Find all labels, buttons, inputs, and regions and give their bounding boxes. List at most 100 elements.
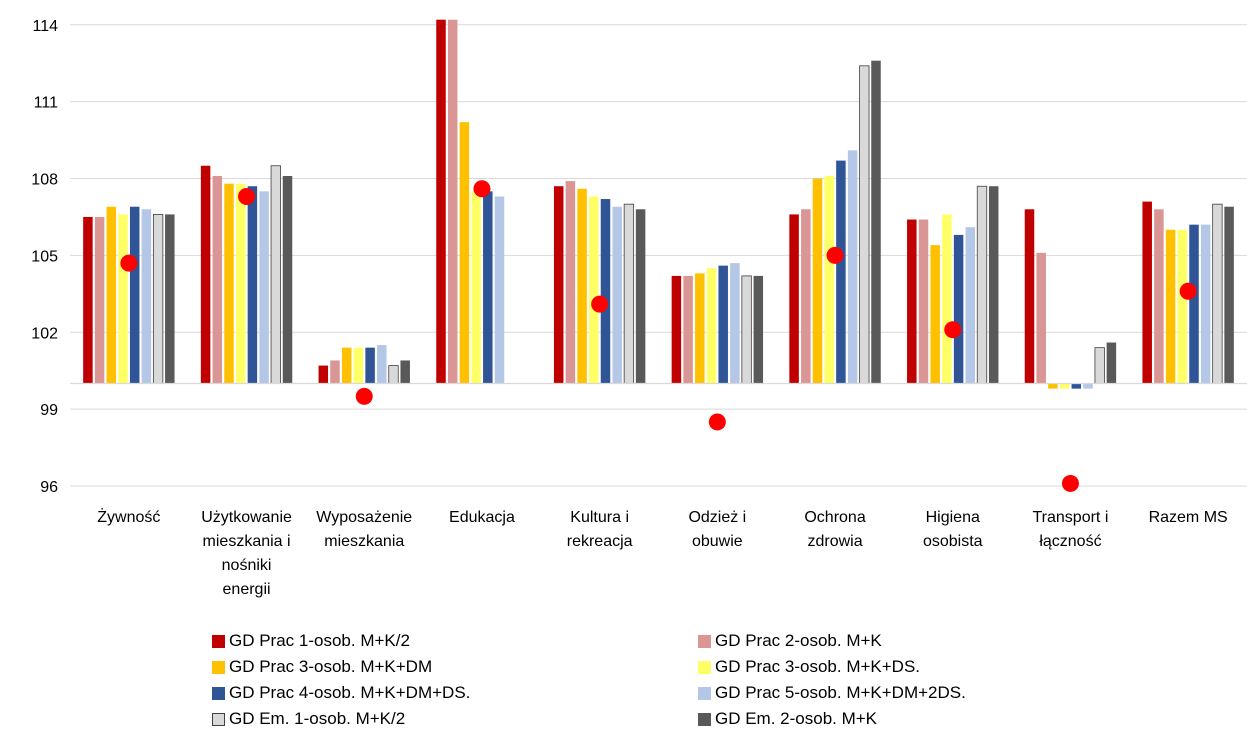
legend-label: GD Prac 5-osob. M+K+DM+2DS. bbox=[715, 683, 966, 702]
bar bbox=[812, 178, 823, 384]
legend-swatch bbox=[698, 712, 711, 726]
y-axis-ticks: 96 99 102 105 108 111 114 bbox=[31, 18, 58, 496]
marker-point bbox=[238, 187, 256, 205]
legend-item: GD Prac 2-osob. M+K bbox=[698, 630, 1184, 652]
bar bbox=[94, 216, 105, 384]
category-label: Razem MS bbox=[1149, 509, 1228, 526]
category-label: obuwie bbox=[692, 533, 743, 550]
gridlines bbox=[70, 24, 1247, 487]
legend-item: GD Em. 2-osob. M+K bbox=[698, 708, 1184, 730]
category-label: Użytkowanie bbox=[201, 509, 292, 526]
bar bbox=[152, 214, 164, 384]
markers bbox=[120, 180, 1197, 492]
bar bbox=[789, 214, 799, 384]
category-labels: Żywność Użytkowanie mieszkania i nośniki ene… bbox=[97, 507, 1227, 598]
bar bbox=[741, 275, 752, 384]
bar bbox=[1177, 229, 1188, 384]
category-label: Higiena bbox=[926, 509, 980, 526]
bar bbox=[565, 181, 576, 384]
bar bbox=[318, 365, 329, 384]
category-label: Wyposażenie bbox=[316, 509, 412, 526]
bars bbox=[83, 19, 1234, 389]
bar bbox=[224, 183, 234, 384]
bar bbox=[706, 268, 717, 384]
bar bbox=[400, 360, 410, 384]
bar bbox=[635, 209, 646, 384]
legend-item: GD Prac 4-osob. M+K+DM+DS. bbox=[212, 682, 698, 704]
bar bbox=[824, 175, 834, 384]
legend-label: GD Em. 1-osob. M+K/2 bbox=[229, 709, 406, 728]
bar bbox=[1224, 206, 1234, 384]
bar bbox=[718, 265, 728, 384]
category-label: łączność bbox=[1039, 533, 1101, 550]
bar bbox=[447, 19, 458, 384]
bar bbox=[436, 19, 446, 384]
bar bbox=[1071, 383, 1082, 389]
legend-item: GD Prac 3-osob. M+K+DM bbox=[212, 656, 698, 678]
legend-label: GD Prac 3-osob. M+K+DS. bbox=[715, 657, 921, 676]
bar bbox=[1036, 252, 1046, 384]
bar bbox=[847, 150, 858, 384]
bar bbox=[200, 165, 211, 384]
bar bbox=[836, 160, 846, 384]
bar bbox=[683, 275, 693, 384]
marker-point bbox=[1061, 474, 1079, 492]
bar bbox=[671, 275, 682, 384]
bar bbox=[483, 191, 493, 384]
category-label: Odzież i bbox=[688, 509, 746, 526]
y-tick-label: 96 bbox=[40, 479, 58, 496]
legend-label: GD Prac 1-osob. M+K/2 bbox=[229, 631, 410, 650]
bar bbox=[353, 347, 364, 384]
bar bbox=[270, 165, 281, 384]
legend-label: GD Em. 2-osob. M+K bbox=[715, 709, 878, 728]
bar bbox=[1048, 383, 1058, 389]
category-label: Żywność bbox=[97, 507, 160, 526]
bar bbox=[577, 188, 587, 384]
chart: 96 99 102 105 108 111 114 Żywność Użytkowanie mi… bbox=[31, 18, 1247, 598]
bar bbox=[1024, 209, 1035, 384]
legend-swatch bbox=[212, 686, 225, 700]
category-label: nośniki bbox=[222, 557, 272, 574]
bar bbox=[907, 219, 917, 384]
bar bbox=[859, 65, 870, 384]
legend-label: GD Prac 4-osob. M+K+DM+DS. bbox=[229, 683, 471, 702]
legend: GD Prac 1-osob. M+K/2 GD Prac 2-osob. M+K… bbox=[212, 630, 1212, 730]
bar bbox=[282, 175, 293, 384]
y-tick-label: 99 bbox=[40, 402, 58, 419]
legend-swatch bbox=[698, 634, 711, 648]
marker-point bbox=[708, 413, 726, 431]
bar bbox=[388, 365, 399, 384]
bar bbox=[965, 227, 976, 384]
category-label: Transport i bbox=[1033, 509, 1109, 526]
legend-item: GD Em. 1-osob. M+K/2 bbox=[212, 708, 698, 730]
bar bbox=[1165, 229, 1176, 384]
bar bbox=[753, 275, 764, 384]
category-label: mieszkania bbox=[324, 533, 404, 550]
bar bbox=[988, 186, 999, 384]
bar bbox=[459, 122, 470, 384]
bar bbox=[365, 347, 375, 384]
bar bbox=[1106, 342, 1117, 384]
category-label: osobista bbox=[923, 533, 983, 550]
bar bbox=[247, 186, 258, 384]
bar bbox=[330, 360, 340, 384]
y-tick-label: 105 bbox=[31, 248, 58, 265]
bar bbox=[1154, 209, 1164, 384]
bar bbox=[212, 175, 223, 384]
bar bbox=[118, 214, 128, 384]
bar bbox=[1142, 201, 1152, 384]
marker-point bbox=[591, 295, 609, 313]
bar bbox=[1059, 383, 1070, 389]
category-label: energii bbox=[223, 581, 271, 598]
bar bbox=[600, 199, 611, 384]
bar bbox=[589, 196, 599, 384]
bar bbox=[930, 245, 940, 384]
legend-swatch bbox=[212, 634, 225, 648]
bar bbox=[141, 209, 152, 384]
bar bbox=[976, 185, 988, 384]
bar bbox=[1200, 224, 1211, 384]
bar bbox=[377, 345, 387, 384]
bar bbox=[1189, 224, 1199, 384]
y-tick-label: 114 bbox=[32, 18, 58, 35]
bar bbox=[871, 60, 881, 384]
